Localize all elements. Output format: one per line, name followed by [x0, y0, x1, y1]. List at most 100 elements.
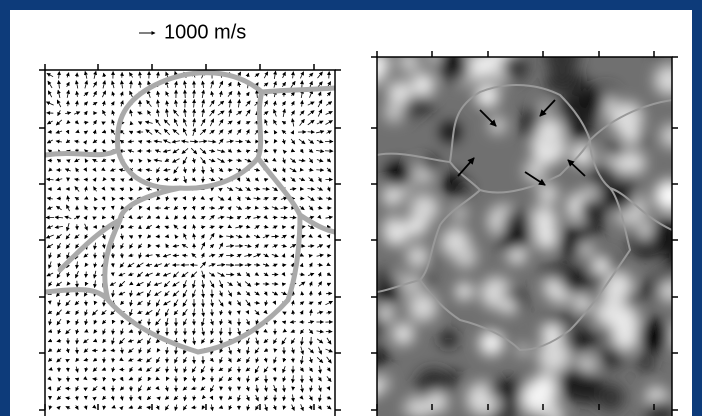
granule — [637, 354, 655, 372]
velocity-arrow — [254, 309, 260, 316]
velocity-arrow — [192, 233, 197, 240]
velocity-arrow — [120, 178, 125, 183]
velocity-arrow — [102, 72, 107, 77]
velocity-arrow — [92, 139, 98, 144]
velocity-arrow — [209, 177, 216, 182]
velocity-arrow — [281, 385, 286, 393]
velocity-arrow — [138, 385, 142, 392]
velocity-arrow — [201, 89, 206, 99]
velocity-arrow — [101, 243, 106, 249]
granules — [377, 57, 672, 416]
velocity-arrow — [165, 347, 170, 355]
granule — [548, 59, 576, 86]
velocity-arrow — [298, 281, 306, 287]
velocity-arrow — [209, 385, 215, 393]
velocity-arrow — [236, 376, 241, 382]
velocity-arrow — [137, 310, 143, 315]
velocity-arrow — [191, 280, 196, 289]
velocity-arrow — [227, 319, 232, 325]
velocity-arrow — [102, 109, 106, 116]
velocity-arrow — [281, 282, 287, 287]
velocity-arrow — [84, 205, 89, 211]
velocity-arrow — [235, 224, 244, 229]
velocity-arrow — [236, 357, 242, 363]
velocity-arrow — [102, 176, 107, 182]
velocity-arrow — [326, 167, 332, 173]
velocity-arrow — [83, 338, 89, 344]
velocity-arrow — [154, 291, 162, 296]
velocity-arrow — [75, 129, 80, 134]
granule — [406, 245, 429, 268]
granule — [384, 161, 413, 190]
velocity-arrow — [209, 197, 214, 202]
velocity-arrow — [56, 405, 61, 411]
velocity-arrow — [263, 291, 268, 296]
velocity-arrow — [174, 234, 179, 239]
velocity-arrow — [317, 91, 322, 97]
velocity-arrow — [191, 405, 197, 410]
velocity-arrow — [300, 291, 305, 296]
granule — [500, 399, 522, 416]
velocity-arrow — [200, 157, 206, 165]
velocity-arrow — [92, 177, 97, 182]
velocity-arrow — [74, 300, 80, 306]
velocity-arrow — [255, 357, 260, 364]
granule — [440, 122, 460, 142]
velocity-arrow — [244, 281, 252, 287]
velocity-arrow — [146, 99, 152, 107]
velocity-arrow — [236, 272, 242, 277]
velocity-arrow — [111, 337, 115, 345]
velocity-arrow — [218, 206, 225, 211]
velocity-arrow — [172, 148, 180, 154]
velocity-arrow — [290, 71, 295, 79]
velocity-arrow — [57, 110, 62, 117]
velocity-arrow — [246, 337, 250, 345]
velocity-arrow — [325, 111, 333, 115]
velocity-arrow — [48, 167, 53, 172]
boundary — [377, 83, 672, 352]
velocity-arrow — [145, 168, 153, 173]
velocity-arrow — [101, 100, 106, 107]
velocity-arrow — [128, 272, 134, 277]
velocity-arrow — [146, 386, 152, 391]
velocity-arrow — [101, 121, 106, 126]
velocity-arrow — [102, 328, 107, 335]
velocity-arrow — [65, 139, 71, 144]
velocity-arrow — [299, 310, 304, 315]
velocity-arrow — [236, 291, 242, 295]
velocity-arrow — [227, 120, 233, 125]
velocity-arrow — [56, 158, 62, 163]
velocity-arrow — [110, 348, 116, 353]
velocity-arrow — [255, 337, 259, 345]
velocity-arrow — [290, 148, 296, 153]
velocity-arrow — [127, 338, 134, 343]
velocity-arrow — [227, 91, 233, 97]
velocity-arrow — [181, 139, 189, 144]
velocity-arrow — [201, 166, 205, 175]
velocity-arrow — [254, 243, 259, 249]
velocity-arrow — [208, 263, 216, 267]
velocity-arrow — [317, 262, 323, 267]
velocity-arrow — [93, 81, 97, 88]
velocity-arrow — [299, 395, 304, 400]
velocity-arrow — [74, 186, 80, 192]
velocity-arrow — [189, 139, 199, 144]
velocity-arrow — [264, 100, 268, 107]
velocity-arrow — [155, 299, 161, 307]
velocity-arrow — [308, 205, 314, 211]
velocity-arrow — [317, 376, 322, 382]
velocity-arrow — [218, 167, 224, 173]
velocity-arrow — [92, 270, 97, 279]
velocity-arrow — [262, 234, 270, 239]
velocity-arrow — [209, 214, 215, 220]
velocity-arrow — [75, 90, 80, 97]
velocity-arrow — [101, 186, 106, 191]
velocity-arrow — [110, 101, 115, 106]
velocity-arrow — [74, 139, 80, 144]
velocity-arrow — [192, 127, 197, 136]
velocity-arrow — [273, 338, 277, 345]
velocity-arrow — [263, 328, 268, 333]
velocity-arrow — [45, 101, 54, 106]
velocity-arrow — [218, 367, 224, 372]
